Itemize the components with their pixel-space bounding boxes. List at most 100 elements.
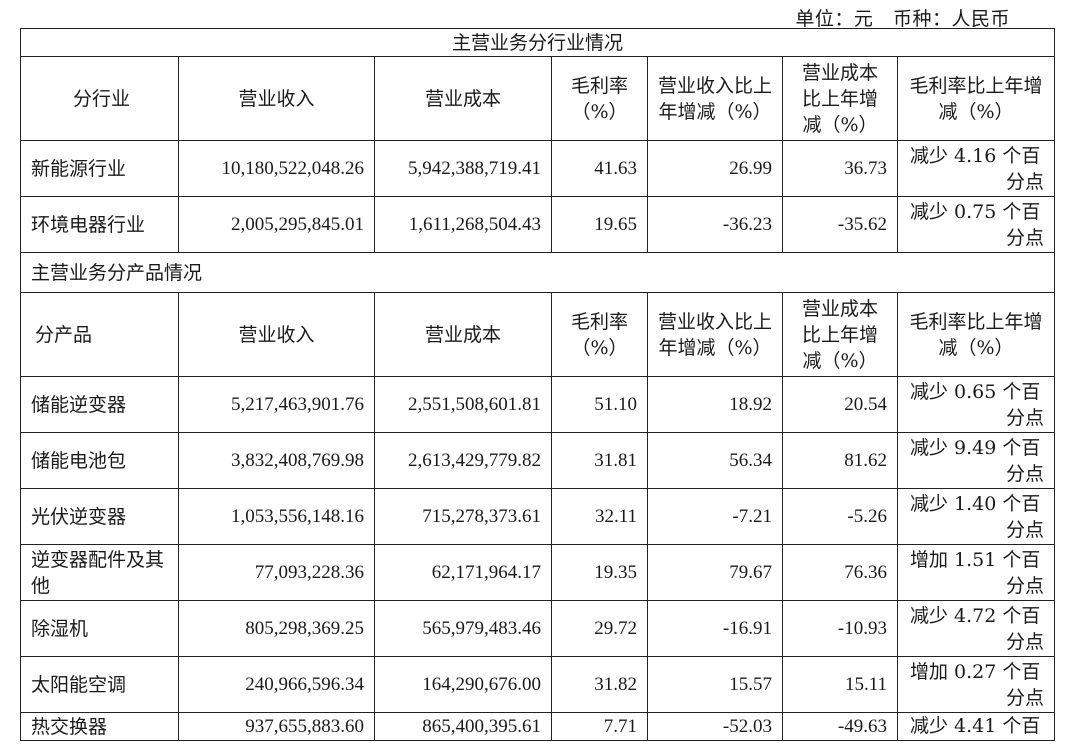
cell-cost: 62,171,964.17	[374, 544, 552, 601]
table-row: 新能源行业 10,180,522,048.26 5,942,388,719.41 41…	[20, 140, 1056, 197]
cell-revenue: 3,832,408,769.98	[178, 432, 375, 489]
cell-margin: 19.65	[551, 196, 648, 253]
cell-margin-change: 减少 4.72 个百分点	[896, 600, 1056, 657]
column-header: 毛利率比上年增减（%）	[896, 292, 1056, 377]
cell-revenue: 1,053,556,148.16	[178, 488, 375, 545]
table-row: 储能逆变器 5,217,463,901.76 2,551,508,601.81 51.…	[20, 376, 1056, 433]
margin-change-text: 减少 0.75 个百	[910, 200, 1041, 223]
cell-margin: 41.63	[551, 140, 648, 197]
cell-rev-chg: 26.99	[647, 140, 783, 197]
cell-cost: 565,979,483.46	[374, 600, 552, 657]
row-label: 光伏逆变器	[20, 488, 179, 545]
header-row: 分产品 营业收入 营业成本 毛利率（%） 营业收入比上年增减（%） 营业成本比上年增减（%…	[20, 292, 1056, 377]
margin-change-text: 减少 4.72 个百	[910, 604, 1041, 627]
cell-cost: 5,942,388,719.41	[374, 140, 552, 197]
main-business-table: 主营业务分行业情况 分行业 营业收入 营业成本 毛利率（%） 营业收入比上年增减（%） 营业…	[19, 28, 1056, 741]
cell-cost-chg: 36.73	[782, 140, 898, 197]
row-label: 环境电器行业	[20, 196, 179, 253]
cell-margin: 51.10	[551, 376, 648, 433]
row-label: 逆变器配件及其他	[20, 544, 179, 601]
column-header: 营业收入比上年增减（%）	[647, 292, 783, 377]
table-row: 逆变器配件及其他 77,093,228.36 62,171,964.17 19.35 7…	[20, 544, 1056, 601]
cell-margin: 31.82	[551, 656, 648, 713]
table-row: 太阳能空调 240,966,596.34 164,290,676.00 31.82 15…	[20, 656, 1056, 713]
unit-currency-note: 单位：元 币种：人民币	[795, 8, 1010, 30]
cell-margin-change: 减少 0.65 个百 分点	[896, 376, 1056, 433]
row-label: 太阳能空调	[20, 656, 179, 713]
cell-rev-chg: -16.91	[647, 600, 783, 657]
cell-margin: 29.72	[551, 600, 648, 657]
cell-revenue: 937,655,883.60	[178, 712, 375, 741]
cell-margin: 19.35	[551, 544, 648, 601]
cell-revenue: 10,180,522,048.26	[178, 140, 375, 197]
margin-change-text: 减少 4.41 个百	[910, 715, 1041, 737]
margin-change-unit: 分点	[1006, 226, 1045, 249]
margin-change-unit: 分点	[1006, 462, 1045, 485]
margin-change-text: 增加 0.27 个百	[910, 660, 1041, 683]
cell-revenue: 5,217,463,901.76	[178, 376, 375, 433]
margin-change-unit: 分点	[1006, 574, 1045, 597]
cell-cost-chg: -49.63	[782, 712, 898, 741]
cell-cost-chg: 20.54	[782, 376, 898, 433]
cell-revenue: 240,966,596.34	[178, 656, 375, 713]
column-header: 毛利率（%）	[551, 292, 648, 377]
cell-margin-change: 减少 0.75 个百分点	[896, 196, 1056, 253]
row-label: 储能逆变器	[20, 376, 179, 433]
cell-margin-change: 减少 1.40 个百分点	[896, 488, 1056, 545]
margin-change-unit: 分点	[1006, 630, 1045, 653]
table-row: 除湿机 805,298,369.25 565,979,483.46 29.72 -16.…	[20, 600, 1056, 657]
cell-rev-chg: -52.03	[647, 712, 783, 741]
row-label: 热交换器	[20, 712, 179, 741]
section-title-row: 主营业务分行业情况	[19, 28, 1056, 57]
column-header: 分行业	[20, 56, 179, 141]
table-row: 环境电器行业 2,005,295,845.01 1,611,268,504.43 19…	[20, 196, 1056, 253]
section-title-row: 主营业务分产品情况	[19, 252, 1056, 293]
cell-cost: 865,400,395.61	[374, 712, 552, 741]
section-title: 主营业务分产品情况	[19, 252, 1056, 293]
margin-change-text: 减少 9.49 个百	[910, 436, 1041, 459]
column-header: 营业成本比上年增减（%）	[782, 56, 898, 141]
column-header: 营业收入	[178, 292, 375, 377]
cell-margin-change: 减少 4.16 个百 分点	[896, 140, 1056, 197]
column-header: 营业收入比上年增减（%）	[647, 56, 783, 141]
cell-revenue: 77,093,228.36	[178, 544, 375, 601]
column-header: 毛利率（%）	[551, 56, 648, 141]
cell-margin-change: 减少 4.41 个百	[896, 712, 1056, 741]
column-header: 营业成本	[374, 56, 552, 141]
cell-cost: 2,551,508,601.81	[374, 376, 552, 433]
column-header: 营业成本比上年增减（%）	[782, 292, 898, 377]
cell-cost-chg: 15.11	[782, 656, 898, 713]
margin-change-text: 减少 1.40 个百	[910, 492, 1041, 515]
cell-cost: 1,611,268,504.43	[374, 196, 552, 253]
margin-change-unit: 分点	[1006, 518, 1045, 541]
cell-revenue: 805,298,369.25	[178, 600, 375, 657]
cell-margin: 32.11	[551, 488, 648, 545]
section-title: 主营业务分行业情况	[19, 28, 1056, 57]
cell-margin-change: 增加 1.51 个百分点	[896, 544, 1056, 601]
cell-rev-chg: -36.23	[647, 196, 783, 253]
cell-rev-chg: 15.57	[647, 656, 783, 713]
table-row: 热交换器 937,655,883.60 865,400,395.61 7.71 -52.…	[20, 712, 1056, 741]
cell-cost-chg: 81.62	[782, 432, 898, 489]
table-row: 储能电池包 3,832,408,769.98 2,613,429,779.82 31.…	[20, 432, 1056, 489]
column-header: 营业收入	[178, 56, 375, 141]
cell-revenue: 2,005,295,845.01	[178, 196, 375, 253]
row-label: 储能电池包	[20, 432, 179, 489]
cell-cost: 715,278,373.61	[374, 488, 552, 545]
margin-change-unit: 分点	[1006, 686, 1045, 709]
cell-cost: 164,290,676.00	[374, 656, 552, 713]
cell-rev-chg: 18.92	[647, 376, 783, 433]
cell-margin-change: 增加 0.27 个百分点	[896, 656, 1056, 713]
cell-rev-chg: 79.67	[647, 544, 783, 601]
row-label: 除湿机	[20, 600, 179, 657]
margin-change-text: 增加 1.51 个百	[910, 548, 1041, 571]
cell-cost: 2,613,429,779.82	[374, 432, 552, 489]
header-row: 分行业 营业收入 营业成本 毛利率（%） 营业收入比上年增减（%） 营业成本比上年增减（%…	[20, 56, 1056, 141]
row-label: 新能源行业	[20, 140, 179, 197]
cell-margin-change: 减少 9.49 个百分点	[896, 432, 1056, 489]
margin-change-text: 减少 0.65 个百	[910, 380, 1041, 403]
column-header: 分产品	[20, 292, 179, 377]
cell-rev-chg: -7.21	[647, 488, 783, 545]
cell-cost-chg: -10.93	[782, 600, 898, 657]
margin-change-unit: 分点	[1006, 170, 1045, 193]
